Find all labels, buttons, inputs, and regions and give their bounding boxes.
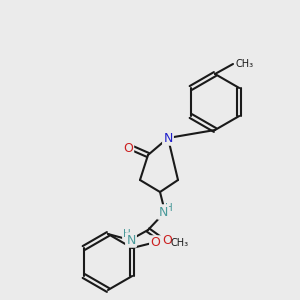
Text: O: O <box>162 233 172 247</box>
Text: H: H <box>165 203 173 213</box>
Text: O: O <box>150 236 160 250</box>
Text: N: N <box>158 206 168 218</box>
Text: N: N <box>163 131 173 145</box>
Text: N: N <box>126 233 136 247</box>
Text: H: H <box>123 229 131 239</box>
Text: CH₃: CH₃ <box>235 59 253 69</box>
Text: O: O <box>123 142 133 154</box>
Text: CH₃: CH₃ <box>170 238 188 248</box>
